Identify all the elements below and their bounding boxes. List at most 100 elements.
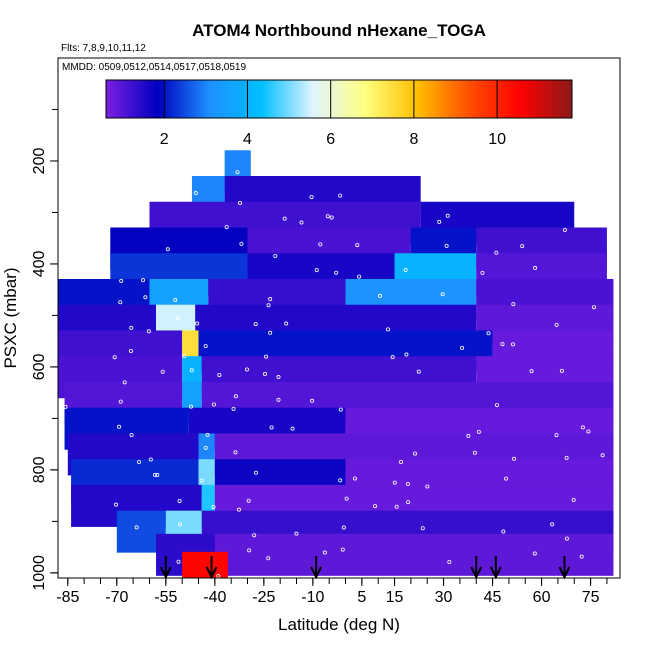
x-tick-label: -85 <box>56 589 79 606</box>
sample-point <box>494 250 499 255</box>
sample-point <box>318 242 323 247</box>
colorbar-tick-label: 2 <box>160 131 169 148</box>
sample-point <box>284 321 289 326</box>
colorbar-gradient <box>105 79 573 119</box>
chart-title: ATOM4 Northbound nHexane_TOGA <box>192 21 486 40</box>
sample-point <box>148 457 153 462</box>
sample-point <box>141 278 146 283</box>
sample-point <box>252 533 257 538</box>
sample-point <box>276 397 281 402</box>
profile-markers <box>159 556 571 580</box>
x-tick-label: -70 <box>105 589 128 606</box>
sample-point <box>405 481 410 486</box>
sample-point <box>137 460 142 465</box>
sample-point <box>177 498 182 503</box>
sample-point <box>239 241 244 246</box>
sample-point <box>533 265 538 270</box>
sample-point <box>268 297 273 302</box>
sample-point <box>392 480 397 485</box>
profile-arrow <box>205 556 218 580</box>
x-tick-label: 45 <box>484 589 502 606</box>
sample-point <box>205 432 210 437</box>
sample-point <box>413 451 418 456</box>
sample-point <box>233 394 238 399</box>
sample-point <box>268 330 273 335</box>
sample-point <box>199 478 204 483</box>
sample-point <box>266 303 271 308</box>
sample-point <box>334 270 339 275</box>
sample-point <box>447 560 452 565</box>
sample-point <box>403 267 408 272</box>
heatmap-layer <box>58 150 614 578</box>
sample-point <box>338 193 343 198</box>
x-tick-label: -55 <box>154 589 177 606</box>
sample-point <box>440 292 445 297</box>
sample-point <box>244 367 249 372</box>
sample-point <box>155 473 160 478</box>
sample-point <box>390 355 395 360</box>
sample-point <box>247 548 252 553</box>
sample-point <box>117 424 122 429</box>
sample-point <box>559 368 564 373</box>
y-tick-label: 200 <box>31 148 48 175</box>
sample-point <box>236 507 241 512</box>
colorbar: 2 4 6 8 10 <box>105 79 573 148</box>
sample-point <box>224 225 229 230</box>
sample-point <box>322 550 327 555</box>
sample-point <box>420 526 425 531</box>
sample-point <box>398 460 403 465</box>
sample-point <box>385 327 390 332</box>
y-tick-label: 1000 <box>31 555 48 591</box>
sample-point <box>309 195 314 200</box>
sample-point <box>153 472 158 477</box>
sample-point <box>299 220 304 225</box>
sample-point <box>571 497 576 502</box>
sample-point <box>520 244 525 249</box>
y-axis: 200 400 600 800 1000 <box>31 108 58 591</box>
sample-point <box>310 398 315 403</box>
sample-point <box>340 547 345 552</box>
sample-point <box>314 268 319 273</box>
sample-point <box>235 170 240 175</box>
sample-point <box>592 305 597 310</box>
sample-point <box>501 529 506 534</box>
sample-points-layer <box>63 170 605 579</box>
sample-point <box>550 522 555 527</box>
x-tick-label: 15 <box>386 589 404 606</box>
sample-point <box>290 426 295 431</box>
sample-point <box>262 372 267 377</box>
colorbar-tick-label: 6 <box>326 131 335 148</box>
sample-point <box>189 368 194 373</box>
heat-cell <box>214 533 614 576</box>
sample-point <box>143 295 148 300</box>
sample-point <box>425 484 430 489</box>
sample-point <box>182 353 187 358</box>
heat-cell <box>182 551 228 578</box>
sample-point <box>357 274 362 279</box>
sample-point <box>122 380 127 385</box>
x-tick-label: 5 <box>357 589 366 606</box>
sample-point <box>273 253 278 258</box>
sample-point <box>554 322 559 327</box>
sample-point <box>189 404 194 409</box>
y-tick-label: 400 <box>31 250 48 277</box>
sample-point <box>114 502 119 507</box>
sample-point <box>118 300 123 305</box>
sample-point <box>217 372 222 377</box>
sample-point <box>177 522 182 527</box>
sample-point <box>246 498 251 503</box>
sample-point <box>504 476 509 481</box>
sample-point <box>394 504 399 509</box>
x-tick-label: 75 <box>582 589 600 606</box>
sample-point <box>416 369 421 374</box>
sample-point <box>480 270 485 275</box>
sample-point <box>500 342 505 347</box>
sample-point <box>269 425 274 430</box>
sample-point <box>444 243 449 248</box>
sample-point <box>532 551 537 556</box>
sample-point <box>134 525 139 530</box>
sample-point <box>176 559 181 564</box>
sample-point <box>160 369 165 374</box>
sample-point <box>580 425 585 430</box>
